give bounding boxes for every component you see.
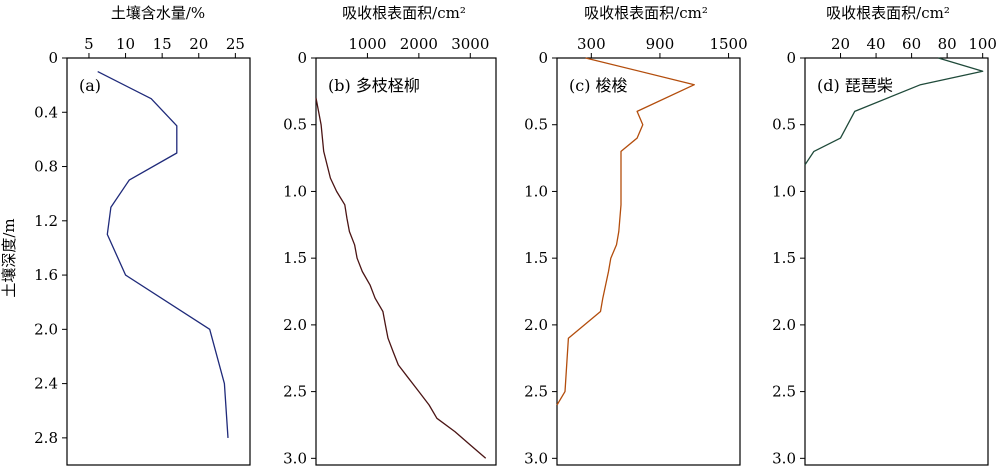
panel-c-ytick-label: 1.0 bbox=[524, 182, 548, 200]
panel-c-series-line bbox=[556, 57, 695, 406]
panel-a-xtick-label: 5 bbox=[84, 35, 94, 53]
panel-a-xtick-label: 20 bbox=[189, 35, 208, 53]
panel-d-ytick-label: 1.5 bbox=[772, 249, 796, 267]
panel-d-ytick-label: 3.0 bbox=[772, 449, 796, 467]
panel-d-xtick-label: 80 bbox=[938, 35, 957, 53]
panel-b-label: (b) 多枝柽柳 bbox=[328, 76, 420, 95]
panel-d-xlabel: 吸收根表面积/cm² bbox=[826, 4, 950, 22]
panel-a-ytick-label: 1.2 bbox=[34, 212, 58, 230]
panel-a-ytick-label: 0.8 bbox=[34, 158, 58, 176]
panel-c-label: (c) 梭梭 bbox=[569, 76, 628, 95]
panel-c-ytick-label: 0 bbox=[538, 49, 548, 67]
panel-d-ytick-label: 0 bbox=[786, 49, 796, 67]
panel-c-xtick-label: 300 bbox=[577, 35, 606, 53]
panel-b-ytick-label: 3.0 bbox=[283, 449, 307, 467]
panel-b-xtick-label: 1000 bbox=[348, 35, 386, 53]
panel-b-series-line bbox=[315, 97, 487, 459]
panel-b-xtick-label: 2000 bbox=[400, 35, 438, 53]
panel-a-ytick-label: 1.6 bbox=[34, 266, 58, 284]
panel-b-ytick-label: 2.0 bbox=[283, 316, 307, 334]
panel-c-ytick-label: 1.5 bbox=[524, 249, 548, 267]
panel-a-ytick-label: 0 bbox=[48, 49, 58, 67]
panel-a-ylabel: 土壤深度/m bbox=[0, 218, 18, 297]
panel-d-ytick-label: 0.5 bbox=[772, 116, 796, 134]
panel-b-ytick-label: 0.5 bbox=[283, 116, 307, 134]
panel-b-tamarix: 吸收根表面积/cm² (b) 多枝柽柳 1000 2000 3000 0 0.5 1.0 1… bbox=[283, 4, 497, 467]
panel-b-xlabel: 吸收根表面积/cm² bbox=[342, 4, 466, 22]
panel-a-frame bbox=[66, 57, 251, 466]
panel-c-ytick-label: 2.5 bbox=[524, 383, 548, 401]
panel-b-frame bbox=[315, 57, 497, 466]
panel-d-series-line bbox=[804, 57, 984, 166]
panel-a-series-line bbox=[97, 71, 229, 438]
panel-b-ytick-label: 0 bbox=[297, 49, 307, 67]
panel-a-xlabel: 土壤含水量/% bbox=[111, 4, 205, 22]
panel-c-frame bbox=[556, 57, 741, 466]
panel-b-xtick-label: 3000 bbox=[451, 35, 489, 53]
panel-a-xtick-label: 25 bbox=[226, 35, 245, 53]
panel-d-xtick-label: 20 bbox=[831, 35, 850, 53]
panel-a-ytick-label: 2.8 bbox=[34, 429, 58, 447]
panel-a-xtick-label: 15 bbox=[153, 35, 172, 53]
panel-c-haloxylon: 吸收根表面积/cm² (c) 梭梭 300 900 1500 0 0.5 1.0 1.5 2.… bbox=[524, 4, 748, 467]
panel-b-ytick-label: 2.5 bbox=[283, 383, 307, 401]
panel-c-xtick-label: 1500 bbox=[709, 35, 747, 53]
panel-c-ytick-label: 2.0 bbox=[524, 316, 548, 334]
panel-d-xtick-label: 40 bbox=[867, 35, 886, 53]
panel-c-ytick-label: 0.5 bbox=[524, 116, 548, 134]
panel-b-ytick-label: 1.0 bbox=[283, 182, 307, 200]
panel-d-xtick-label: 100 bbox=[968, 35, 997, 53]
panel-a-xtick-label: 10 bbox=[116, 35, 135, 53]
panel-d-ytick-label: 2.0 bbox=[772, 316, 796, 334]
panel-d-label: (d) 琵琶柴 bbox=[817, 76, 893, 95]
panel-c-xlabel: 吸收根表面积/cm² bbox=[584, 4, 708, 22]
panel-a-ytick-label: 2.4 bbox=[34, 375, 58, 393]
panel-a-ytick-label: 0.4 bbox=[34, 103, 58, 121]
panel-c-xtick-label: 900 bbox=[646, 35, 675, 53]
panel-c-ytick-label: 3.0 bbox=[524, 449, 548, 467]
panel-a-label: (a) bbox=[79, 76, 101, 95]
panel-d-ytick-label: 2.5 bbox=[772, 383, 796, 401]
panel-a-soil-moisture: 土壤含水量/% 土壤深度/m (a) 5 10 15 20 25 0 0.4 0.8 1.2 1.… bbox=[0, 4, 251, 466]
panel-d-xtick-label: 60 bbox=[902, 35, 921, 53]
panel-d-reaumuria: 吸收根表面积/cm² (d) 琵琶柴 20 40 60 80 100 0 0.5 1.0 1.5… bbox=[772, 4, 997, 467]
panel-d-ytick-label: 1.0 bbox=[772, 182, 796, 200]
panel-a-ytick-label: 2.0 bbox=[34, 320, 58, 338]
panel-d-frame bbox=[804, 57, 989, 466]
panel-b-ytick-label: 1.5 bbox=[283, 249, 307, 267]
